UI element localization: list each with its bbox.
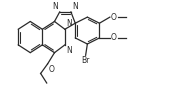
Text: O: O — [48, 65, 54, 74]
Text: N: N — [66, 19, 72, 28]
Text: N: N — [72, 2, 78, 11]
Text: O: O — [111, 33, 117, 42]
Text: N: N — [66, 46, 72, 55]
Text: N: N — [53, 2, 58, 11]
Text: O: O — [111, 13, 117, 22]
Text: Br: Br — [81, 56, 90, 65]
